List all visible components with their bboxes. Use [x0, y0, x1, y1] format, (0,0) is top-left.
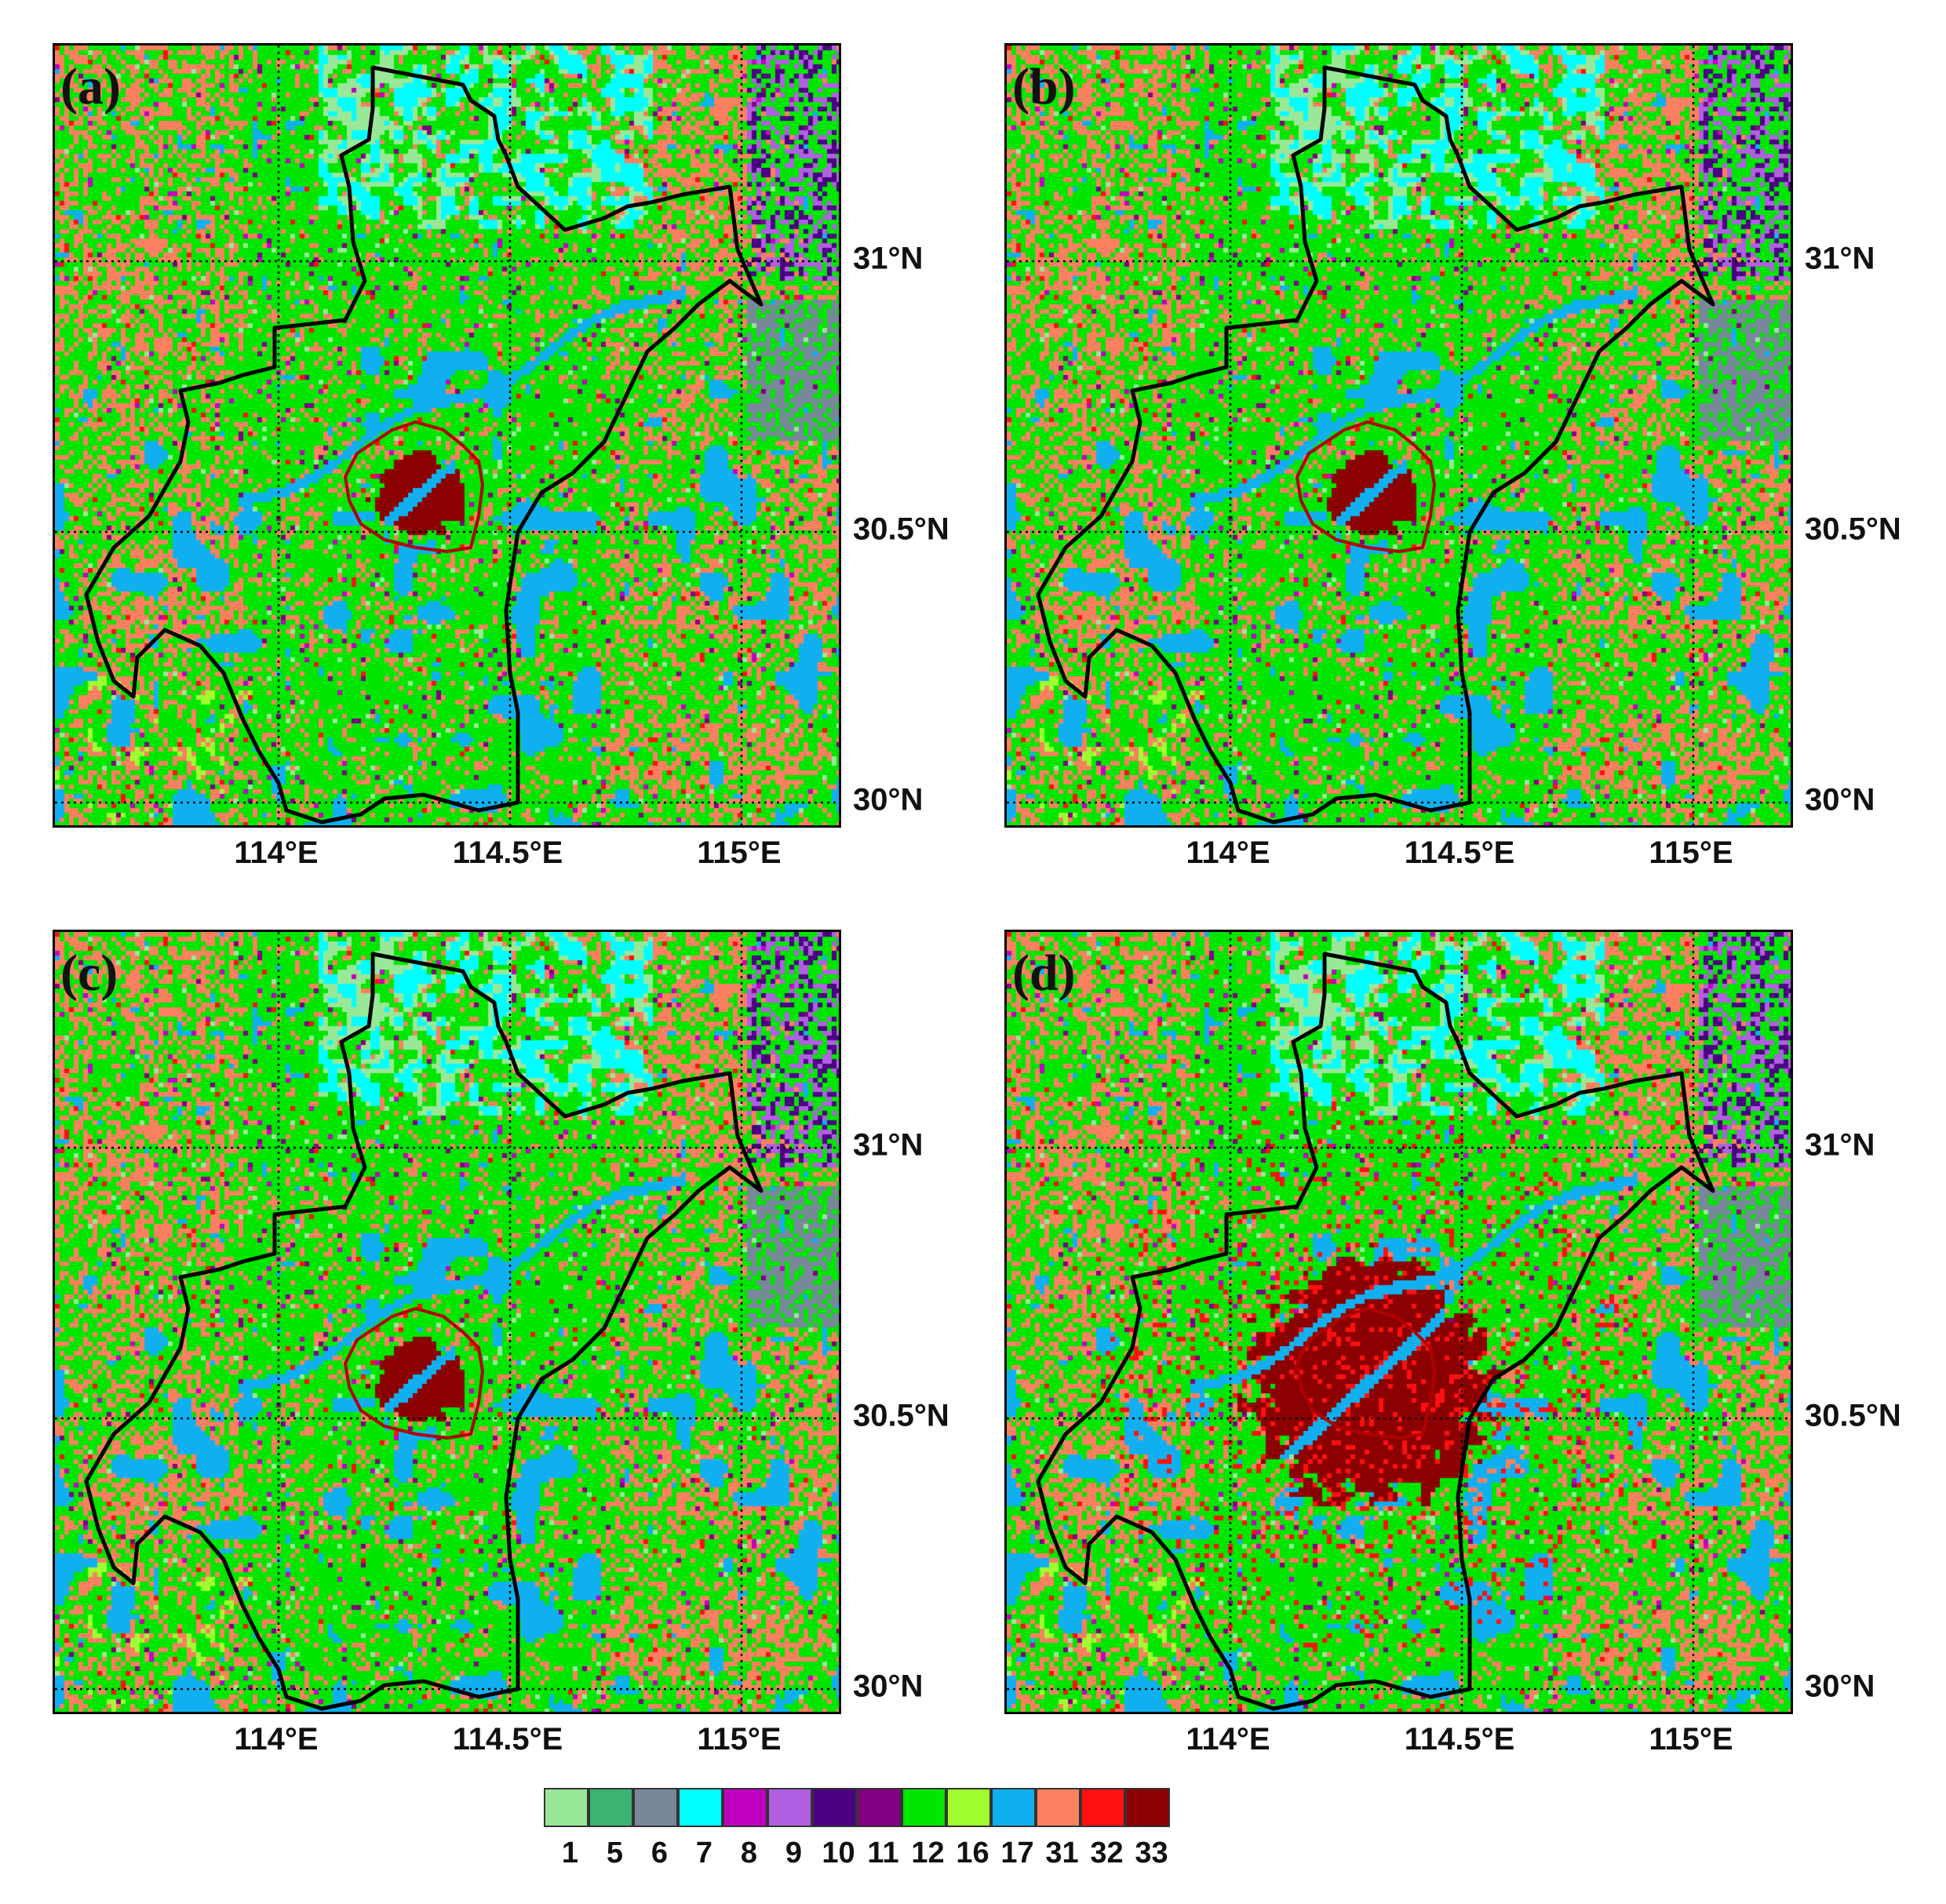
- land-use-map: [1004, 43, 1793, 828]
- legend-swatch: [1036, 1788, 1081, 1827]
- y-tick-label: 30°N: [1805, 782, 1875, 817]
- urban-core-boundary: [1295, 420, 1437, 554]
- panel-label: (a): [60, 58, 121, 115]
- urban-core-boundary: [1295, 1306, 1437, 1440]
- legend-label: 9: [785, 1837, 803, 1869]
- x-tick-label: 114°E: [1186, 1722, 1270, 1757]
- x-tick-label: 115°E: [1649, 836, 1733, 870]
- administrative-boundary: [1036, 952, 1715, 1711]
- legend-swatch: [1081, 1788, 1125, 1827]
- panel-label: (c): [60, 945, 118, 1002]
- legend-label: 31: [1045, 1837, 1079, 1869]
- y-tick-label: 31°N: [853, 1127, 924, 1163]
- legend-label: 32: [1090, 1837, 1124, 1869]
- legend-swatch: [812, 1788, 857, 1827]
- legend-label: 17: [1000, 1837, 1034, 1869]
- x-tick-label: 114.5°E: [452, 836, 563, 870]
- land-use-map: [53, 43, 841, 828]
- legend-label: 12: [911, 1837, 945, 1869]
- legend-label: 8: [740, 1837, 758, 1869]
- urban-core-boundary: [343, 420, 485, 554]
- x-tick-label: 114.5°E: [1404, 836, 1515, 870]
- x-tick-label: 114°E: [234, 1722, 319, 1757]
- legend-swatch: [544, 1788, 589, 1827]
- legend-label: 16: [956, 1837, 989, 1869]
- y-tick-label: 30.5°N: [853, 511, 949, 547]
- legend-swatch: [767, 1788, 812, 1827]
- y-tick-label: 30°N: [1805, 1669, 1875, 1704]
- map-overlay: [55, 932, 839, 1712]
- x-tick-label: 115°E: [1649, 1722, 1733, 1757]
- legend-swatch: [723, 1788, 767, 1827]
- legend-swatch: [991, 1788, 1036, 1827]
- legend-swatch: [857, 1788, 902, 1827]
- land-use-map: [53, 930, 841, 1714]
- map-overlay: [1007, 46, 1791, 825]
- administrative-boundary: [84, 952, 763, 1711]
- y-tick-label: 30.5°N: [1805, 511, 1901, 547]
- map-overlay: [1007, 932, 1791, 1712]
- x-tick-label: 114°E: [234, 836, 319, 870]
- x-tick-label: 115°E: [697, 836, 782, 870]
- y-tick-label: 31°N: [853, 241, 924, 276]
- legend-swatch: [946, 1788, 991, 1827]
- legend-label: 6: [650, 1837, 669, 1869]
- y-tick-label: 30.5°N: [853, 1398, 949, 1433]
- x-tick-label: 114.5°E: [452, 1722, 563, 1757]
- legend-label: 5: [606, 1837, 624, 1869]
- map-overlay: [55, 46, 839, 825]
- urban-core-boundary: [343, 1306, 485, 1440]
- x-tick-label: 114°E: [1186, 836, 1270, 870]
- administrative-boundary: [1036, 65, 1715, 825]
- legend-label: 7: [695, 1837, 713, 1869]
- y-tick-label: 30°N: [853, 1669, 924, 1704]
- legend-label: 33: [1135, 1837, 1168, 1869]
- legend-swatch: [633, 1788, 678, 1827]
- y-tick-label: 31°N: [1805, 1127, 1875, 1163]
- legend-swatch: [678, 1788, 723, 1827]
- y-tick-label: 31°N: [1805, 241, 1875, 276]
- legend-swatch: [589, 1788, 633, 1827]
- legend-label: 11: [867, 1837, 899, 1869]
- legend-swatch: [1125, 1788, 1170, 1827]
- legend-label: 10: [822, 1837, 855, 1869]
- x-tick-label: 115°E: [697, 1722, 782, 1757]
- administrative-boundary: [84, 65, 763, 825]
- legend-swatch: [902, 1788, 946, 1827]
- panel-label: (b): [1012, 58, 1076, 115]
- land-use-map: [1004, 930, 1793, 1714]
- legend-label: 1: [561, 1837, 579, 1869]
- y-tick-label: 30°N: [853, 782, 924, 817]
- y-tick-label: 30.5°N: [1805, 1398, 1901, 1433]
- x-tick-label: 114.5°E: [1404, 1722, 1515, 1757]
- panel-label: (d): [1012, 945, 1076, 1002]
